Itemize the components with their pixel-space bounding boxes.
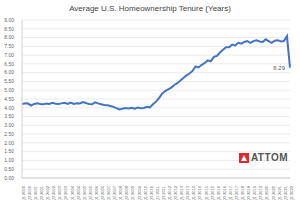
svg-text:3.50: 3.50 <box>8 113 14 119</box>
svg-text:Q1 2012: Q1 2012 <box>167 185 172 200</box>
svg-text:Q3 2021: Q3 2021 <box>283 185 288 200</box>
svg-text:Q1 2000: Q1 2000 <box>21 185 26 200</box>
svg-text:7.50: 7.50 <box>8 43 14 49</box>
svg-text:Q1 2016: Q1 2016 <box>216 185 221 200</box>
svg-text:Q3 2010: Q3 2010 <box>149 185 154 200</box>
svg-text:Q1 2007: Q1 2007 <box>106 185 111 200</box>
svg-text:1.00: 1.00 <box>8 157 14 163</box>
svg-text:Q1 2009: Q1 2009 <box>130 185 135 200</box>
svg-text:Q1 2005: Q1 2005 <box>82 185 87 200</box>
svg-text:7.00: 7.00 <box>8 52 14 58</box>
svg-text:Q1 2013: Q1 2013 <box>179 185 184 200</box>
svg-text:8.50: 8.50 <box>8 26 14 32</box>
svg-text:Q3 2012: Q3 2012 <box>173 185 178 200</box>
svg-text:Q3 2011: Q3 2011 <box>161 185 166 200</box>
svg-text:Q3 2017: Q3 2017 <box>234 185 239 200</box>
svg-text:Q3 2000: Q3 2000 <box>27 185 32 200</box>
svg-text:Q3 2014: Q3 2014 <box>197 185 202 200</box>
svg-text:5.50: 5.50 <box>8 78 14 84</box>
svg-text:3.00: 3.00 <box>8 122 14 128</box>
html-text:Average U.S. Homeownership Ten: Average U.S. Homeownership Tenure (Years… <box>69 4 231 13</box>
svg-text:Q1 2003: Q1 2003 <box>57 185 62 200</box>
svg-text:Q3 2009: Q3 2009 <box>137 185 142 200</box>
svg-text:Q1 2019: Q1 2019 <box>252 185 257 200</box>
svg-text:Q1 2001: Q1 2001 <box>33 185 38 200</box>
svg-text:Q3 2003: Q3 2003 <box>63 185 68 200</box>
svg-text:Q1 2015: Q1 2015 <box>204 185 209 200</box>
svg-text:Q3 2019: Q3 2019 <box>258 185 263 200</box>
svg-text:5.00: 5.00 <box>8 87 14 93</box>
svg-text:Q1 2008: Q1 2008 <box>118 185 123 200</box>
svg-text:6.50: 6.50 <box>8 61 14 67</box>
svg-text:Q1 2017: Q1 2017 <box>228 185 233 200</box>
svg-text:4.50: 4.50 <box>8 96 14 102</box>
svg-text:Q1 2022: Q1 2022 <box>289 185 292 200</box>
svg-text:Q1 2006: Q1 2006 <box>94 185 99 200</box>
svg-text:Q3 2001: Q3 2001 <box>39 185 44 200</box>
svg-text:Q3 2002: Q3 2002 <box>51 185 56 200</box>
svg-text:Q3 2007: Q3 2007 <box>112 185 117 200</box>
svg-text:Q1 2020: Q1 2020 <box>264 185 269 200</box>
svg-text:Q3 2005: Q3 2005 <box>88 185 93 200</box>
svg-text:6.29: 6.29 <box>273 65 285 71</box>
svg-text:Q3 2008: Q3 2008 <box>124 185 129 200</box>
svg-text:Q3 2020: Q3 2020 <box>271 185 276 200</box>
svg-text:Q3 2013: Q3 2013 <box>185 185 190 200</box>
svg-text:Q3 2018: Q3 2018 <box>246 185 251 200</box>
svg-text:Q1 2021: Q1 2021 <box>277 185 282 200</box>
svg-text:Q1 2018: Q1 2018 <box>240 185 245 200</box>
svg-text:0.00: 0.00 <box>8 175 14 181</box>
svg-text:Q3 2016: Q3 2016 <box>222 185 227 200</box>
svg-text:4.00: 4.00 <box>8 105 14 111</box>
html-text:ATTOM: ATTOM <box>250 152 288 163</box>
svg-text:Q1 2014: Q1 2014 <box>191 185 196 200</box>
svg-text:Q1 2002: Q1 2002 <box>45 185 50 200</box>
svg-text:9.00: 9.00 <box>8 17 14 23</box>
svg-text:Q1 2004: Q1 2004 <box>70 185 75 200</box>
svg-text:Q3 2006: Q3 2006 <box>100 185 105 200</box>
svg-text:Q1 2011: Q1 2011 <box>155 185 160 200</box>
svg-text:0.50: 0.50 <box>8 166 14 172</box>
svg-text:Q3 2015: Q3 2015 <box>210 185 215 200</box>
svg-text:1.50: 1.50 <box>8 148 14 154</box>
svg-text:8.00: 8.00 <box>8 34 14 40</box>
svg-text:2.00: 2.00 <box>8 140 14 146</box>
svg-text:2.50: 2.50 <box>8 131 14 137</box>
svg-text:Q3 2004: Q3 2004 <box>76 185 81 200</box>
svg-text:6.00: 6.00 <box>8 69 14 75</box>
svg-text:Q1 2010: Q1 2010 <box>143 185 148 200</box>
